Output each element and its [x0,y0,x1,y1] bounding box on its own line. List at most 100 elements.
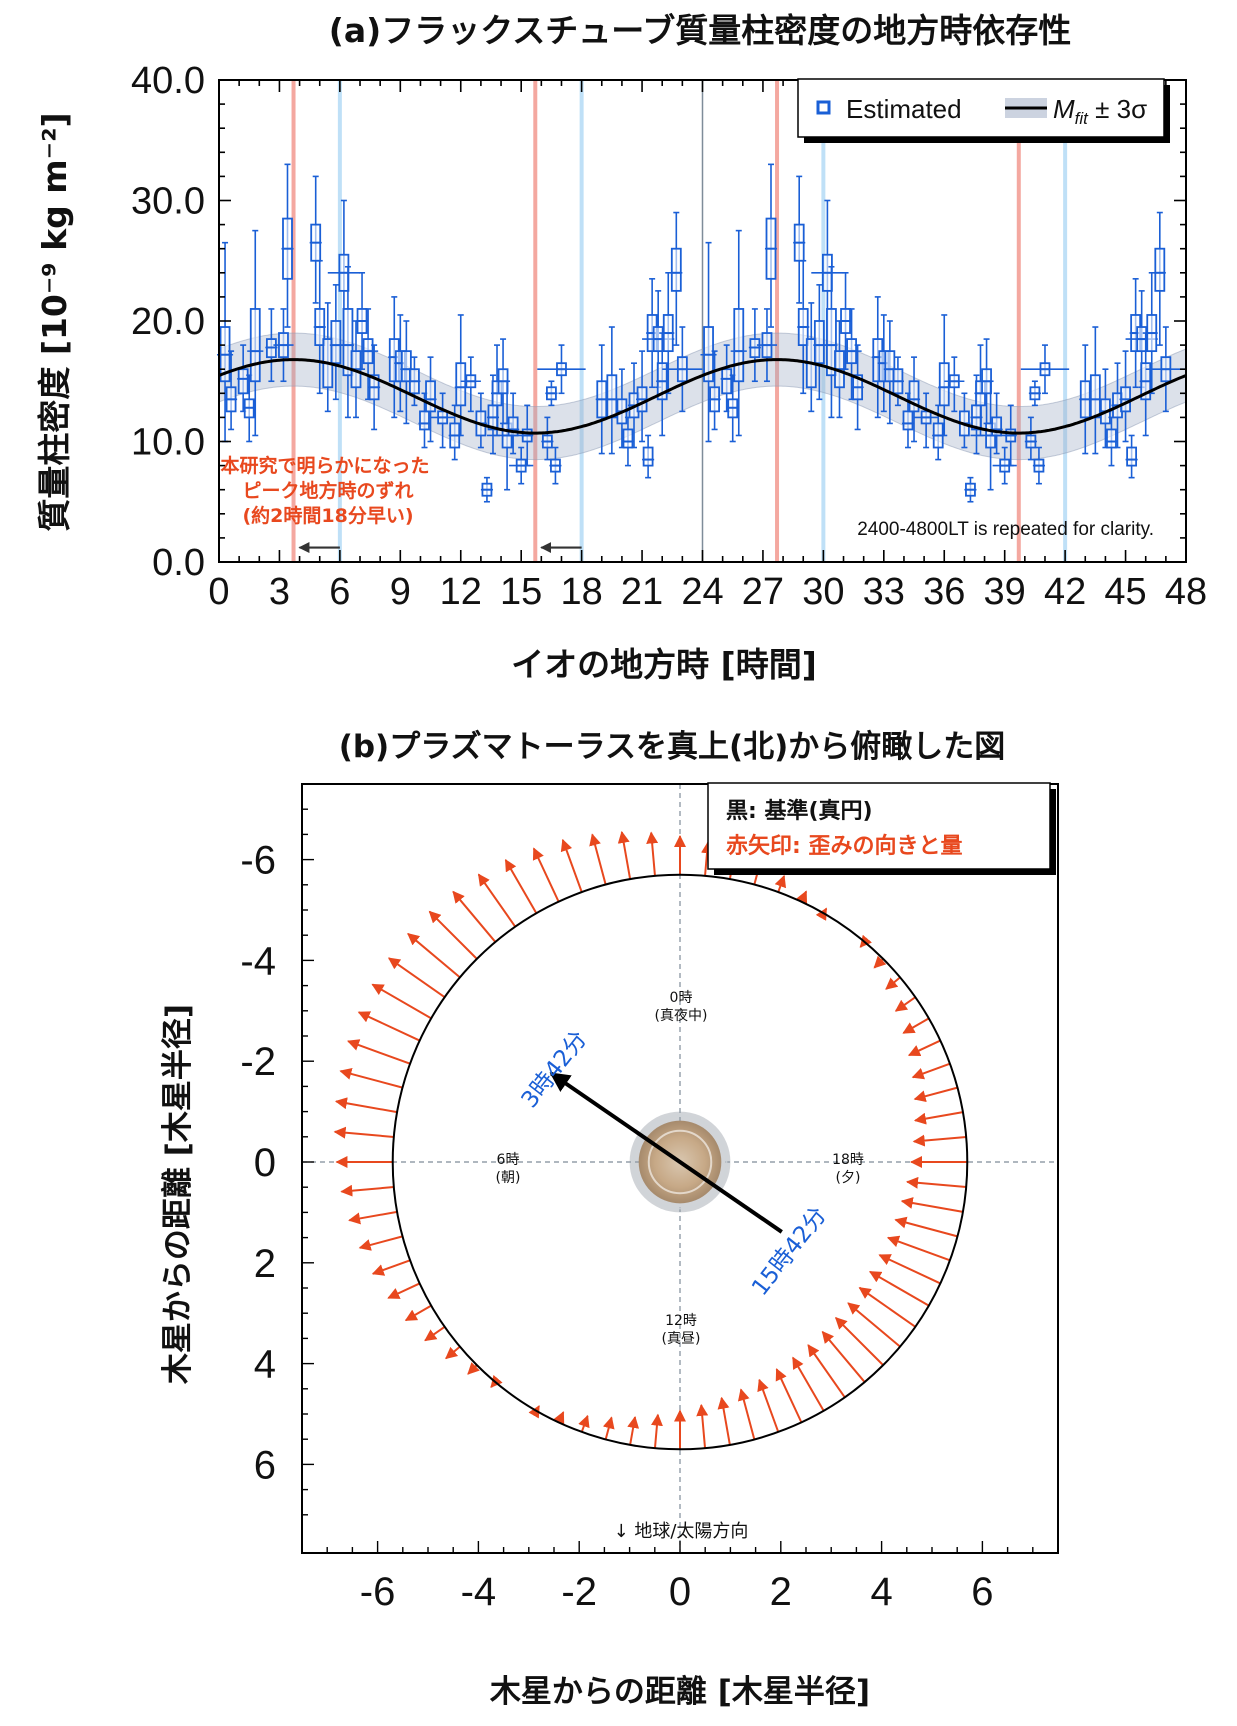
iqr-box [642,446,654,467]
x-tick-label: 21 [621,571,663,613]
dial-12-line2: (真昼) [662,1331,701,1347]
estimated-point [454,314,467,437]
x-tick-label: 45 [1104,571,1146,613]
distortion-arrow [387,1282,421,1299]
distortion-arrow [452,890,497,943]
distortion-arrow [602,1416,615,1440]
distortion-arrow [553,1411,565,1425]
distortion-arrow [878,1254,941,1285]
estimated-point [764,163,778,328]
iqr-box [419,410,430,431]
x-tick-label: 0 [208,571,229,613]
distortion-arrow [886,1235,951,1262]
iqr-box [237,368,249,395]
jupiter-ring-inner [647,1129,713,1195]
iqr-box [342,308,354,377]
iqr-box [606,374,618,419]
estimated-point [883,320,896,425]
dial-0-line2: (真夜中) [655,1008,708,1024]
estimated-point [825,265,838,419]
panel-a-x-label: イオの地方時 [時間] [511,645,817,684]
b-x-tick-label: 2 [770,1570,792,1614]
estimated-point [670,211,683,346]
estimated-point [1145,271,1158,395]
distortion-arrow [650,1413,663,1449]
panel-b-title: (b)プラズマトーラスを真上(北)から俯瞰した図 [339,729,1006,765]
distortion-axis-line [549,1071,783,1234]
distortion-arrow [387,957,446,999]
estimated-point [662,326,703,413]
estimated-point [265,308,278,383]
estimated-point [225,350,238,431]
iqr-box [622,428,634,449]
legend-fit-label: Mfit ± 3σ [1053,94,1147,128]
estimated-point [313,259,326,395]
x-tick-label: 12 [440,571,482,613]
y-tick-label: 10.0 [131,422,205,464]
estimated-point [1004,404,1017,467]
distortion-arrow [873,955,887,969]
estimated-points [216,163,1186,503]
estimated-point [1139,332,1152,437]
estimated-point [700,241,717,443]
distortion-arrow [358,1235,403,1251]
estimated-point [851,344,864,431]
b-x-tick-label: 0 [669,1570,691,1614]
legend-distortion-label: 赤矢印: 歪みの向きと量 [726,833,962,859]
reference-circle [391,873,969,1451]
distortion-arrow [792,1356,825,1412]
x-tick-label: 15 [500,571,542,613]
distortion-arrow [807,1344,846,1398]
x-tick-label: 33 [863,571,905,613]
estimated-point [549,446,562,485]
dial-18-line2: (夕) [836,1170,861,1186]
estimated-point [509,446,534,485]
distortion-arrow [834,1316,884,1366]
iqr-box [670,247,682,292]
estimated-point [545,380,558,407]
iqr-box [400,350,412,383]
estimated-point [793,175,806,304]
panel-a-title: (a)フラックスチューブ質量柱密度の地方時依存性 [329,11,1071,50]
b-x-tick-label: -6 [360,1570,396,1614]
x-tick-label: 42 [1044,571,1086,613]
annotation-line-1: 本研究で明らかになった [220,454,429,477]
iqr-box [1089,374,1101,419]
b-x-tick-label: -2 [561,1570,597,1614]
estimated-point [970,380,1011,491]
distortion-arrow [490,1374,503,1388]
estimated-point [990,392,1003,455]
dial-6-line2: (朝) [496,1170,521,1186]
distortion-arrow [578,1414,590,1433]
estimated-point [813,284,826,401]
iqr-box [733,308,745,383]
legend-fit-sub: fit [1075,109,1090,128]
distortion-arrows [333,830,968,1450]
iqr-box [1126,446,1138,467]
distortion-arrow [560,838,583,893]
b-y-tick-label: -4 [240,939,276,983]
estimated-point [621,416,635,467]
distortion-arrow [717,1396,731,1446]
legend-reference-label: 黒: 基準(真円) [726,798,873,824]
estimated-point [914,392,939,449]
x-tick-label: 39 [984,571,1026,613]
estimated-point [358,308,379,401]
b-y-tick-label: -2 [240,1040,276,1084]
estimated-point [938,314,951,437]
iqr-box [330,320,342,365]
distortion-arrow [627,1415,640,1446]
iqr-box [507,416,519,437]
distortion-arrow [757,1378,780,1433]
iqr-box [249,308,261,383]
iqr-box [813,320,825,365]
iqr-box [908,380,920,413]
dial-0-line1: 0時 [670,990,693,1006]
distortion-arrow [334,1097,398,1114]
b-x-tick-label: 4 [870,1570,892,1614]
distortion-arrow [913,1086,958,1103]
distortion-arrow [775,1368,803,1423]
panel-b: (b)プラズマトーラスを真上(北)から俯瞰した図 -6 -4 -2 0 2 4 6 -6 -4… [160,729,1059,1710]
